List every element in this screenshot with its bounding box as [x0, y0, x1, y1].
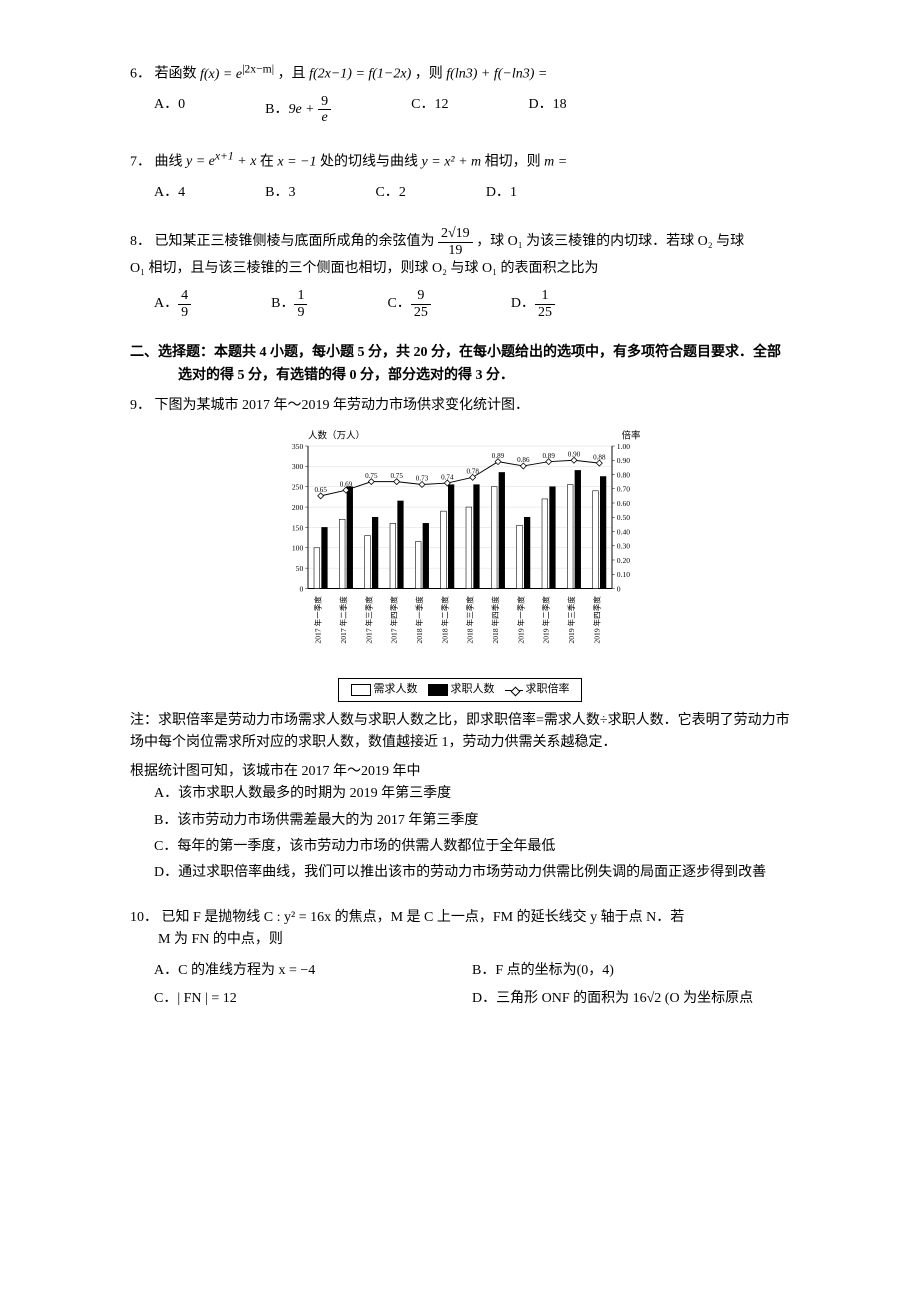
svg-text:250: 250 — [292, 483, 304, 492]
svg-text:1.00: 1.00 — [617, 442, 630, 451]
q6-num: 6． — [130, 67, 151, 82]
svg-text:0.70: 0.70 — [617, 485, 630, 494]
svg-text:2019 年二季度: 2019 年二季度 — [541, 596, 551, 644]
q7-option-a: A．4 — [154, 182, 185, 204]
q9-text: 9． 下图为某城市 2017 年～2019 年劳动力市场供求变化统计图． — [130, 395, 790, 417]
svg-text:300: 300 — [292, 463, 304, 472]
svg-text:0: 0 — [299, 585, 303, 594]
svg-text:0.10: 0.10 — [617, 570, 630, 579]
q7-text: 7． 曲线 y = ex+1 + x 在 x = −1 处的切线与曲线 y = … — [130, 148, 790, 174]
svg-text:100: 100 — [292, 544, 304, 553]
svg-text:0.50: 0.50 — [617, 513, 630, 522]
q8-option-d: D．125 — [511, 288, 555, 320]
svg-text:350: 350 — [292, 442, 304, 451]
q6-option-c: C．12 — [411, 94, 448, 126]
q7-option-c: C．2 — [375, 182, 405, 204]
legend-demand: 需求人数 — [351, 681, 418, 699]
q9-num: 9． — [130, 398, 151, 413]
svg-text:2018 年二季度: 2018 年二季度 — [439, 596, 449, 644]
q10-option-b: B．F 点的坐标为(0，4) — [472, 960, 790, 982]
svg-text:0.30: 0.30 — [617, 542, 630, 551]
svg-text:2019 年三季度: 2019 年三季度 — [566, 596, 576, 644]
q9-option-a: A．该市求职人数最多的时期为 2019 年第三季度 — [154, 783, 790, 805]
q9-note1: 注：求职倍率是劳动力市场需求人数与求职人数之比，即求职倍率=需求人数÷求职人数．… — [130, 710, 790, 755]
q6-options: A．0 B．9e + 9e C．12 D．18 — [130, 94, 790, 126]
chart-legend: 需求人数 求职人数 求职倍率 — [338, 678, 582, 702]
svg-text:2017 年四季度: 2017 年四季度 — [389, 596, 399, 644]
question-8: 8． 已知某正三棱锥侧棱与底面所成角的余弦值为 2√1919 ，球 O₁ 为该三… — [130, 226, 790, 320]
svg-text:200: 200 — [292, 503, 304, 512]
legend-seekers: 求职人数 — [428, 681, 495, 699]
svg-text:50: 50 — [296, 564, 304, 573]
svg-text:2019 年一季度: 2019 年一季度 — [515, 596, 525, 644]
q10-option-c: C．| FN | = 12 — [154, 988, 472, 1010]
svg-text:2018 年四季度: 2018 年四季度 — [490, 596, 500, 644]
legend-ratio: 求职倍率 — [505, 681, 570, 699]
svg-text:2017 年一季度: 2017 年一季度 — [313, 596, 323, 644]
q8-option-c: C．925 — [387, 288, 430, 320]
svg-text:0.40: 0.40 — [617, 528, 630, 537]
question-7: 7． 曲线 y = ex+1 + x 在 x = −1 处的切线与曲线 y = … — [130, 148, 790, 204]
question-10: 10． 已知 F 是抛物线 C : y² = 16x 的焦点，M 是 C 上一点… — [130, 907, 790, 1011]
q7-option-b: B．3 — [265, 182, 295, 204]
svg-text:0.80: 0.80 — [617, 471, 630, 480]
q8-num: 8． — [130, 234, 151, 249]
q7-option-d: D．1 — [486, 182, 517, 204]
section-2-title: 二、选择题：本题共 4 小题，每小题 5 分，共 20 分，在每小题给出的选项中… — [130, 342, 790, 387]
svg-text:2018 年一季度: 2018 年一季度 — [414, 596, 424, 644]
q8-option-a: A．49 — [154, 288, 191, 320]
q7-num: 7． — [130, 154, 151, 169]
question-6: 6． 若函数 f(x) = e|2x−m| ，且 f(2x−1) = f(1−2… — [130, 60, 790, 126]
q8-option-b: B．19 — [271, 288, 307, 320]
q10-num: 10． — [130, 910, 158, 925]
svg-text:2017 年二季度: 2017 年二季度 — [338, 596, 348, 644]
svg-text:2019 年四季度: 2019 年四季度 — [591, 596, 601, 644]
q6-option-d: D．18 — [528, 94, 566, 126]
q10-option-d: D．三角形 ONF 的面积为 16√2 (O 为坐标原点 — [472, 988, 790, 1010]
svg-text:0.60: 0.60 — [617, 499, 630, 508]
q10-text: 10． 已知 F 是抛物线 C : y² = 16x 的焦点，M 是 C 上一点… — [130, 907, 790, 952]
q6-option-b: B．9e + 9e — [265, 94, 331, 126]
q9-options: A．该市求职人数最多的时期为 2019 年第三季度 B．该市劳动力市场供需差最大… — [130, 783, 790, 885]
q9-chart: 人数（万人） 倍率 0 50 100 150 200 250 300 350 0 0.10 0.20 0.… — [270, 427, 650, 702]
svg-text:0.20: 0.20 — [617, 556, 630, 565]
q6-text: 6． 若函数 f(x) = e|2x−m| ，且 f(2x−1) = f(1−2… — [130, 60, 790, 86]
question-9: 9． 下图为某城市 2017 年～2019 年劳动力市场供求变化统计图． 人数（… — [130, 395, 790, 885]
q9-option-d: D．通过求职倍率曲线，我们可以推出该市的劳动力市场劳动力供需比例失调的局面正逐步… — [154, 862, 790, 884]
svg-text:0: 0 — [617, 585, 621, 594]
q8-options: A．49 B．19 C．925 D．125 — [130, 288, 790, 320]
q10-options: A．C 的准线方程为 x = −4 B．F 点的坐标为(0，4) C．| FN … — [130, 960, 790, 1011]
svg-text:0.90: 0.90 — [617, 456, 630, 465]
svg-text:150: 150 — [292, 524, 304, 533]
q8-text: 8． 已知某正三棱锥侧棱与底面所成角的余弦值为 2√1919 ，球 O₁ 为该三… — [130, 226, 790, 280]
q9-option-b: B．该市劳动力市场供需差最大的为 2017 年第三季度 — [154, 810, 790, 832]
q7-options: A．4 B．3 C．2 D．1 — [130, 182, 790, 204]
svg-text:2018 年三季度: 2018 年三季度 — [465, 596, 475, 644]
q9-option-c: C．每年的第一季度，该市劳动力市场的供需人数都位于全年最低 — [154, 836, 790, 858]
q6-option-a: A．0 — [154, 94, 185, 126]
svg-text:2017 年三季度: 2017 年三季度 — [363, 596, 373, 644]
svg-text:倍率: 倍率 — [621, 430, 641, 442]
svg-text:人数（万人）: 人数（万人） — [308, 430, 365, 442]
q10-option-a: A．C 的准线方程为 x = −4 — [154, 960, 472, 982]
q9-note2: 根据统计图可知，该城市在 2017 年～2019 年中 — [130, 761, 790, 783]
chart-svg: 人数（万人） 倍率 0 50 100 150 200 250 300 350 0 0.10 0.20 0.… — [270, 427, 650, 674]
